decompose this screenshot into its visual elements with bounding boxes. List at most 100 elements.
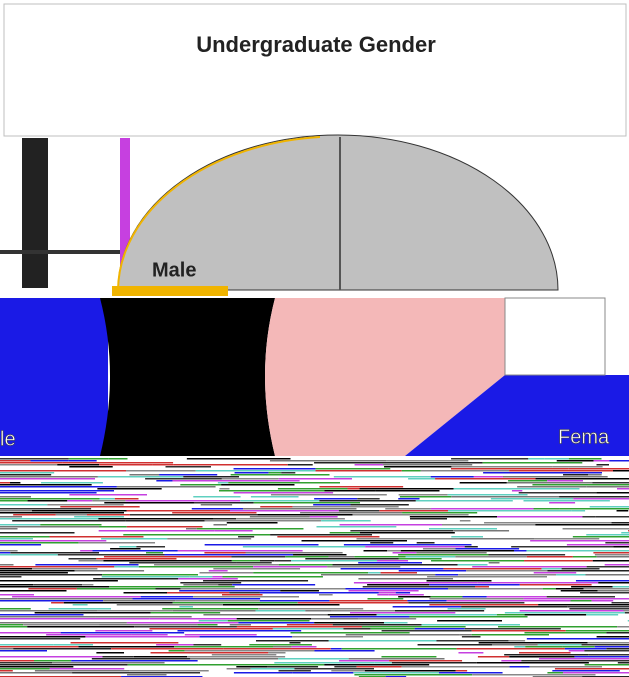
noise-stripe bbox=[155, 542, 283, 544]
noise-stripe bbox=[0, 470, 127, 472]
noise-stripe bbox=[227, 620, 310, 622]
noise-stripe bbox=[591, 622, 629, 624]
noise-stripe bbox=[588, 662, 618, 664]
noise-stripe bbox=[204, 544, 319, 546]
noise-stripe bbox=[369, 606, 393, 608]
noise-stripe bbox=[138, 498, 194, 500]
noise-stripe bbox=[82, 584, 94, 586]
noise-stripe bbox=[586, 614, 619, 616]
noise-stripe bbox=[314, 650, 375, 652]
noise-stripe bbox=[515, 512, 571, 514]
noise-stripe bbox=[566, 544, 629, 546]
noise-stripe bbox=[611, 602, 629, 604]
noise-stripe bbox=[229, 592, 260, 594]
noise-stripe bbox=[253, 502, 361, 504]
noise-stripe bbox=[602, 466, 629, 468]
noise-stripe bbox=[111, 608, 163, 610]
noise-stripe bbox=[398, 554, 489, 556]
noise-stripe bbox=[414, 628, 465, 630]
noise-stripe bbox=[291, 560, 377, 562]
noise-stripe bbox=[180, 588, 239, 590]
noise-stripe bbox=[150, 652, 269, 654]
noise-stripe bbox=[556, 574, 586, 576]
noise-stripe bbox=[110, 548, 141, 550]
noise-stripe bbox=[226, 522, 278, 524]
noise-stripe bbox=[588, 514, 629, 516]
noise-stripe bbox=[13, 564, 36, 566]
noise-stripe bbox=[581, 644, 629, 646]
noise-stripe bbox=[416, 618, 450, 620]
noise-stripe bbox=[72, 604, 88, 606]
noise-stripe bbox=[166, 592, 230, 594]
noise-stripe bbox=[568, 458, 602, 460]
noise-stripe bbox=[0, 586, 110, 588]
noise-stripe bbox=[579, 488, 618, 490]
noise-stripe bbox=[82, 630, 96, 632]
noise-stripe bbox=[0, 664, 128, 666]
noise-stripe bbox=[93, 594, 222, 596]
noise-stripe bbox=[129, 670, 209, 672]
noise-stripe bbox=[186, 458, 291, 460]
noise-stripe bbox=[415, 500, 513, 502]
noise-stripe bbox=[429, 598, 524, 600]
noise-stripe bbox=[126, 526, 203, 528]
noise-stripe bbox=[459, 482, 507, 484]
noise-stripe bbox=[308, 580, 427, 582]
noise-stripe bbox=[0, 556, 104, 558]
noise-stripe bbox=[527, 494, 629, 496]
noise-stripe bbox=[554, 668, 629, 670]
noise-stripe bbox=[372, 534, 499, 536]
noise-stripe bbox=[187, 656, 286, 658]
noise-stripe bbox=[344, 518, 411, 520]
noise-stripe bbox=[0, 652, 97, 654]
noise-stripe bbox=[387, 550, 401, 552]
noise-stripe bbox=[314, 462, 357, 464]
noise-stripe bbox=[196, 640, 256, 642]
noise-stripe bbox=[583, 588, 629, 590]
noise-stripe bbox=[146, 650, 169, 652]
noise-stripe bbox=[617, 488, 629, 490]
noise-stripe bbox=[451, 496, 560, 498]
noise-stripe bbox=[511, 546, 614, 548]
noise-stripe bbox=[485, 608, 560, 610]
noise-stripe bbox=[530, 540, 573, 542]
noise-stripe bbox=[83, 576, 102, 578]
noise-stripe bbox=[131, 634, 168, 636]
noise-stripe bbox=[268, 652, 286, 654]
noise-stripe bbox=[398, 506, 492, 508]
noise-stripe bbox=[0, 666, 74, 668]
noise-stripe bbox=[0, 468, 54, 470]
noise-stripe bbox=[547, 576, 593, 578]
noise-stripe bbox=[301, 540, 408, 542]
noise-stripe bbox=[561, 568, 600, 570]
noise-stripe bbox=[360, 502, 452, 504]
noise-stripe bbox=[0, 482, 11, 484]
noise-stripe bbox=[483, 472, 603, 474]
noise-stripe bbox=[234, 586, 273, 588]
noise-stripe bbox=[602, 472, 629, 474]
noise-stripe bbox=[0, 550, 18, 552]
noise-stripe bbox=[34, 670, 130, 672]
noise-stripe bbox=[498, 626, 618, 628]
noise-stripe bbox=[478, 642, 588, 644]
noise-stripe bbox=[472, 566, 587, 568]
noise-stripe bbox=[231, 560, 260, 562]
noise-stripe bbox=[418, 590, 435, 592]
noise-stripe bbox=[149, 618, 237, 620]
noise-stripe bbox=[465, 626, 499, 628]
noise-stripe bbox=[297, 602, 409, 604]
noise-stripe bbox=[0, 494, 70, 496]
noise-stripe bbox=[483, 536, 573, 538]
noise-stripe bbox=[403, 598, 430, 600]
noise-stripe bbox=[363, 646, 393, 648]
noise-stripe bbox=[606, 648, 629, 650]
noise-stripe bbox=[164, 554, 294, 556]
noise-stripe bbox=[294, 668, 375, 670]
noise-stripe bbox=[203, 580, 309, 582]
noise-stripe bbox=[193, 502, 230, 504]
noise-stripe bbox=[235, 534, 271, 536]
noise-stripe bbox=[451, 466, 553, 468]
noise-stripe bbox=[349, 612, 456, 614]
noise-stripe bbox=[453, 488, 580, 490]
